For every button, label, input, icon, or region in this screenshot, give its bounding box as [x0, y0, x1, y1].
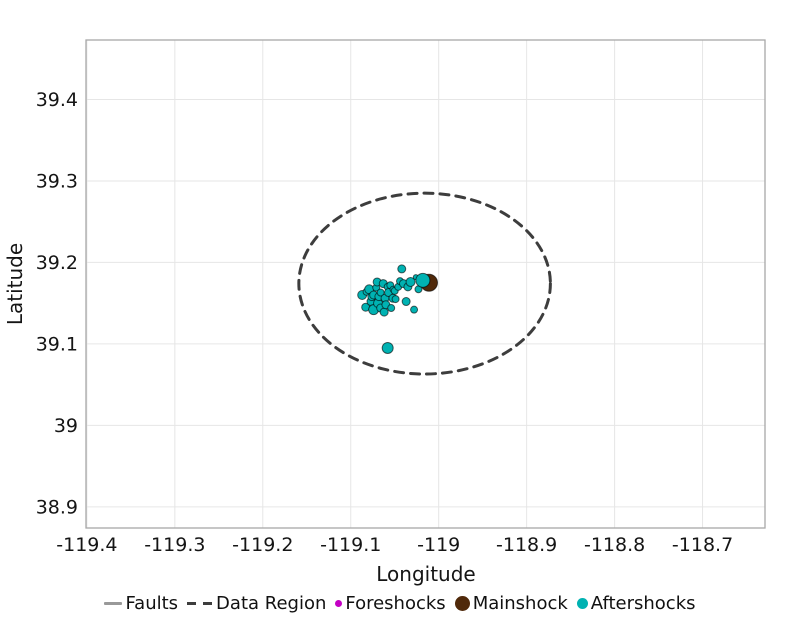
x-tick-label: -118.8 — [584, 534, 645, 556]
mainshock-dot-swatch — [454, 595, 470, 611]
y-tick-label: 39.2 — [36, 252, 78, 274]
x-tick-label: -119.2 — [232, 534, 293, 556]
legend-item-foreshocks: Foreshocks — [335, 592, 446, 614]
aftershocks-point — [405, 276, 416, 287]
y-tick-label: 39.4 — [36, 89, 78, 111]
legend-label-faults: Faults — [125, 592, 179, 614]
data-region-ellipse — [297, 191, 552, 376]
plot-border — [85, 39, 766, 529]
x-tick-label: -119.3 — [144, 534, 205, 556]
x-tick-label: -119.4 — [56, 534, 117, 556]
aftershocks-point — [415, 272, 431, 288]
legend-item-faults: Faults — [104, 593, 178, 614]
aftershocks-point — [397, 264, 407, 274]
data-region-dash-swatch — [187, 601, 214, 605]
aftershocks-point — [381, 341, 394, 354]
legend-item-mainshock: Mainshock — [454, 592, 568, 614]
legend-label-aftershocks: Aftershocks — [590, 592, 696, 614]
y-tick-label: 39.1 — [36, 333, 78, 355]
legend-label-data-region: Data Region — [216, 592, 327, 614]
y-axis-title: Latitude — [3, 242, 27, 326]
legend-label-foreshocks: Foreshocks — [345, 592, 446, 614]
faults-line-swatch — [104, 601, 123, 605]
foreshocks-dot-swatch — [335, 599, 343, 607]
legend-item-aftershocks: Aftershocks — [576, 592, 696, 614]
y-tick-label: 38.9 — [36, 496, 78, 518]
x-tick-label: -118.7 — [672, 534, 733, 556]
legend-item-data-region: Data Region — [187, 593, 326, 614]
aftershocks-point — [391, 295, 400, 304]
aftershocks-point — [387, 304, 396, 313]
aftershocks-point — [379, 307, 389, 317]
aftershocks-point — [401, 297, 411, 307]
x-tick-label: -118.9 — [496, 534, 557, 556]
y-tick-label: 39 — [54, 415, 78, 437]
y-tick-label: 39.3 — [36, 170, 78, 192]
legend: Faults Data Region Foreshocks Mainshock … — [0, 591, 800, 615]
x-tick-label: -119.1 — [320, 534, 381, 556]
aftershocks-dot-swatch — [576, 597, 588, 609]
x-axis-title: Longitude — [376, 562, 476, 586]
aftershocks-point — [410, 305, 419, 314]
legend-label-mainshock: Mainshock — [472, 592, 568, 614]
x-tick-label: -119 — [417, 534, 460, 556]
